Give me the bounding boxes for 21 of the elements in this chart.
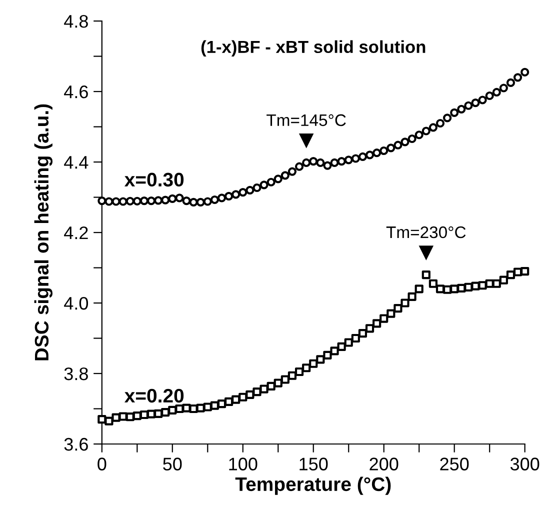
x-tick-label: 250	[440, 458, 469, 470]
x-axis-title: Temperature (°C)	[235, 476, 391, 495]
annotation: Tm=230°C	[386, 226, 466, 238]
x-tick-label: 150	[300, 458, 328, 470]
y-tick-label: 3.8	[64, 367, 88, 380]
x-tick-label: 300	[510, 458, 540, 470]
x-tick-label: 50	[163, 458, 182, 470]
y-tick-label: 4.0	[64, 296, 88, 310]
x-tick-label: 200	[370, 458, 398, 470]
series-label: x=0.20	[124, 388, 184, 403]
x-tick-label: 100	[229, 458, 258, 470]
y-tick-label: 3.6	[64, 438, 88, 451]
y-tick-label: 4.4	[64, 156, 88, 169]
x-tick-label: 0	[98, 458, 106, 470]
series-label: x=0.30	[124, 172, 184, 187]
y-axis-title: DSC signal on heating (a.u.)	[34, 104, 53, 360]
y-tick-label: 4.2	[64, 226, 88, 240]
y-tick-label: 4.6	[64, 85, 88, 98]
annotation: Tm=145°C	[266, 114, 346, 126]
text: (1-x)BF - xBT solid solution	[201, 40, 426, 56]
y-tick-label: 4.8	[64, 14, 88, 28]
